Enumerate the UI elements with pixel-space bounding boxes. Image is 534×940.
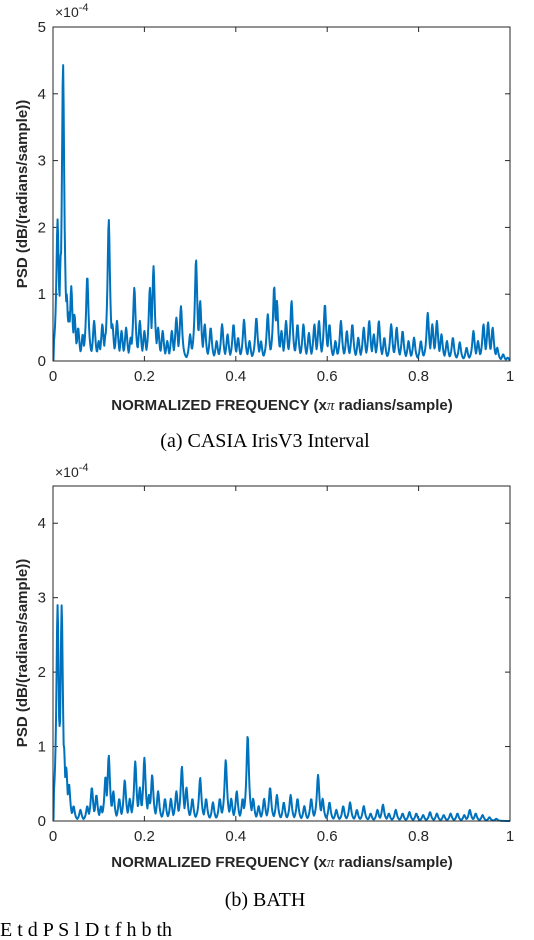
y-tick-label: 2 xyxy=(38,219,46,236)
panel-a-psd-series xyxy=(52,64,511,361)
panel-a-ticks xyxy=(52,26,511,362)
y-tick-label: 3 xyxy=(38,153,46,170)
y-tick-label: 1 xyxy=(38,739,46,756)
x-tick-label: 1 xyxy=(506,828,514,845)
x-tick-label: 0.8 xyxy=(408,828,429,845)
x-tick-label: 0 xyxy=(49,368,57,385)
y-tick-label: 0 xyxy=(38,813,46,830)
panel-b-axes-frame xyxy=(52,485,511,822)
panel-a-caption: (a) CASIA IrisV3 Interval xyxy=(160,430,370,452)
x-tick-label: 1 xyxy=(506,368,514,385)
x-tick-label: 0.2 xyxy=(134,368,155,385)
panel-b-caption: (b) BATH xyxy=(225,889,306,911)
panel-b-psd-series xyxy=(52,604,511,822)
y-tick-label: 5 xyxy=(38,19,46,36)
panel-b: ×10-4 0 0.2 0.4 0.6 0.8 1 0 1 2 3 4 PSD (dB/(radia… xyxy=(14,462,514,911)
y-tick-label: 4 xyxy=(38,86,46,103)
x-tick-label: 0 xyxy=(49,828,57,845)
x-tick-label: 0.6 xyxy=(317,368,338,385)
y-tick-label: 0 xyxy=(38,353,46,370)
panel-b-y-axis-label: PSD (dB/(radians/sample)) xyxy=(14,559,31,747)
y-tick-label: 3 xyxy=(38,590,46,607)
x-tick-label: 0.6 xyxy=(317,828,338,845)
panel-b-tick-labels: 0 0.2 0.4 0.6 0.8 1 0 1 2 3 4 xyxy=(38,515,515,845)
x-tick-label: 0.4 xyxy=(225,828,246,845)
y-tick-label: 1 xyxy=(38,286,46,303)
panel-a-y-multiplier: ×10-4 xyxy=(55,2,89,20)
panel-a-tick-labels: 0 0.2 0.4 0.6 0.8 1 0 1 2 3 4 5 xyxy=(38,19,515,385)
panel-a-axes-frame xyxy=(52,26,511,362)
panel-a: ×10-4 0 0.2 0.4 0.6 0.8 1 0 1 2 3 4 5 PSD (dB/(radi… xyxy=(14,2,514,452)
panel-a-x-axis-label: NORMALIZED FREQUENCY (xπ radians/sample) xyxy=(111,397,452,414)
y-tick-label: 4 xyxy=(38,515,46,532)
y-tick-label: 2 xyxy=(38,664,46,681)
panel-a-y-axis-label: PSD (dB/(radians/sample)) xyxy=(14,100,31,288)
panel-b-ticks xyxy=(52,486,511,822)
x-tick-label: 0.2 xyxy=(134,828,155,845)
cropped-footer-text: E t d P S l D t f h b th xyxy=(0,919,172,940)
x-tick-label: 0.8 xyxy=(408,368,429,385)
x-tick-label: 0.4 xyxy=(225,368,246,385)
panel-b-y-multiplier: ×10-4 xyxy=(55,462,89,480)
panel-b-x-axis-label: NORMALIZED FREQUENCY (xπ radians/sample) xyxy=(111,854,452,871)
